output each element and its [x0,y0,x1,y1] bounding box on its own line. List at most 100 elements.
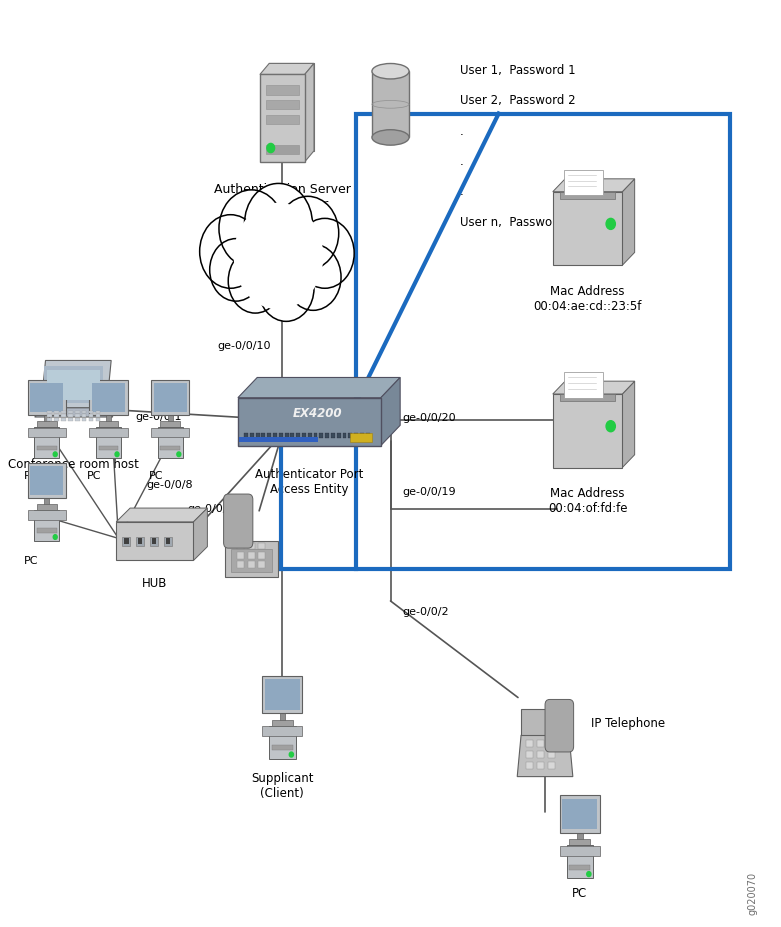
Text: User 2,  Password 2: User 2, Password 2 [460,95,576,108]
Bar [27,511,66,520]
Bar [348,433,352,438]
Circle shape [228,249,282,313]
Ellipse shape [372,65,409,80]
Bar [266,86,298,95]
Polygon shape [194,509,208,561]
Bar [90,381,127,415]
Bar [44,366,103,404]
Bar [255,433,259,438]
Circle shape [259,256,314,322]
Bar [154,384,187,413]
Bar [526,751,533,758]
Bar [284,433,288,438]
Bar [350,433,372,442]
Circle shape [177,452,180,457]
Circle shape [587,871,591,877]
Text: Mac Address
00:04:ae:cd::23:5f: Mac Address 00:04:ae:cd::23:5f [533,285,642,312]
Text: PC: PC [23,471,38,481]
Bar [266,116,298,125]
Bar [537,740,544,747]
Text: PC: PC [23,555,38,565]
Circle shape [219,191,284,268]
Text: Conference room host: Conference room host [8,457,139,470]
Polygon shape [269,64,314,152]
Bar [152,539,156,544]
Bar [47,370,101,401]
Bar [526,740,533,747]
Bar [291,433,294,438]
Text: ge-0/0/1: ge-0/0/1 [136,412,182,421]
Polygon shape [622,180,635,266]
Text: IP Telephone: IP Telephone [591,717,665,730]
Polygon shape [622,382,635,468]
Bar [553,395,622,468]
Bar [160,422,180,428]
Bar [68,412,73,413]
Bar [47,418,52,421]
Bar [137,539,142,544]
Polygon shape [260,64,314,75]
Circle shape [606,219,615,230]
Bar [269,726,295,759]
Bar [248,543,255,550]
Text: g020070: g020070 [747,870,758,914]
Bar [331,433,335,438]
Bar [89,412,94,413]
Bar [92,384,125,413]
Bar [560,795,600,832]
Bar [337,433,341,438]
Bar [90,428,127,438]
Bar [160,446,180,451]
Circle shape [277,197,339,271]
Ellipse shape [372,131,409,146]
Bar [355,433,358,438]
Bar [75,412,80,413]
Bar [166,539,170,544]
Bar [27,428,66,438]
Bar [123,537,130,546]
Text: .: . [460,185,464,198]
Bar [319,433,323,438]
Polygon shape [381,378,400,446]
Circle shape [606,421,615,432]
Bar [250,433,254,438]
Polygon shape [305,64,314,162]
FancyBboxPatch shape [545,700,573,752]
Bar [279,433,283,438]
Bar [27,464,66,499]
Text: HUB: HUB [142,577,167,590]
Bar [68,414,73,417]
Bar [61,412,66,413]
Text: Authentication Server
RADIUS Server: Authentication Server RADIUS Server [214,183,351,210]
Bar [96,418,101,421]
Bar [355,114,730,569]
Bar [569,840,590,846]
Bar [314,433,318,438]
Text: Mac Address
00:04:of:fd:fe: Mac Address 00:04:of:fd:fe [547,487,627,514]
Bar [116,522,194,561]
Bar [548,762,555,769]
Text: Authenticator Port
Access Entity: Authenticator Port Access Entity [255,467,364,495]
Text: ge-0/0/2: ge-0/0/2 [403,606,450,616]
Bar [360,433,364,438]
Text: PC: PC [148,471,163,481]
Bar [296,433,300,438]
Polygon shape [34,409,112,417]
Bar [98,446,119,451]
Bar [37,504,56,511]
Polygon shape [41,362,111,409]
Bar [98,422,119,428]
Bar [54,412,59,413]
Bar [75,418,80,421]
Bar [248,562,255,568]
Bar [343,433,347,438]
Circle shape [115,452,119,457]
Bar [548,751,555,758]
FancyBboxPatch shape [223,494,253,549]
Text: Supplicant
(Client): Supplicant (Client) [251,771,314,799]
Bar [262,727,302,737]
Circle shape [295,219,355,289]
Bar [565,171,603,197]
Bar [82,414,87,417]
Bar [237,562,244,568]
